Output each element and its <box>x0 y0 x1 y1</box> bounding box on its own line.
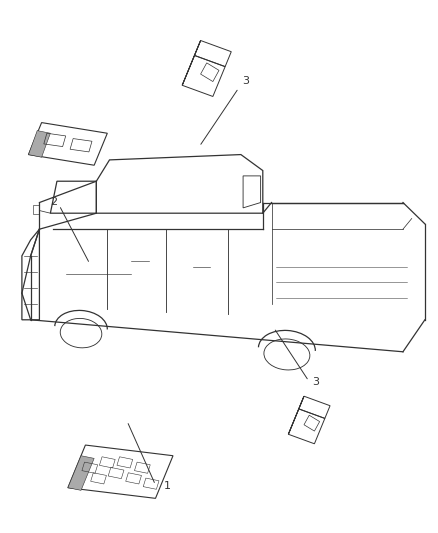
Text: 3: 3 <box>242 76 249 86</box>
Polygon shape <box>28 131 50 157</box>
Text: 2: 2 <box>50 197 57 207</box>
Polygon shape <box>68 456 94 490</box>
Text: 3: 3 <box>312 377 319 387</box>
Text: 1: 1 <box>164 481 171 491</box>
